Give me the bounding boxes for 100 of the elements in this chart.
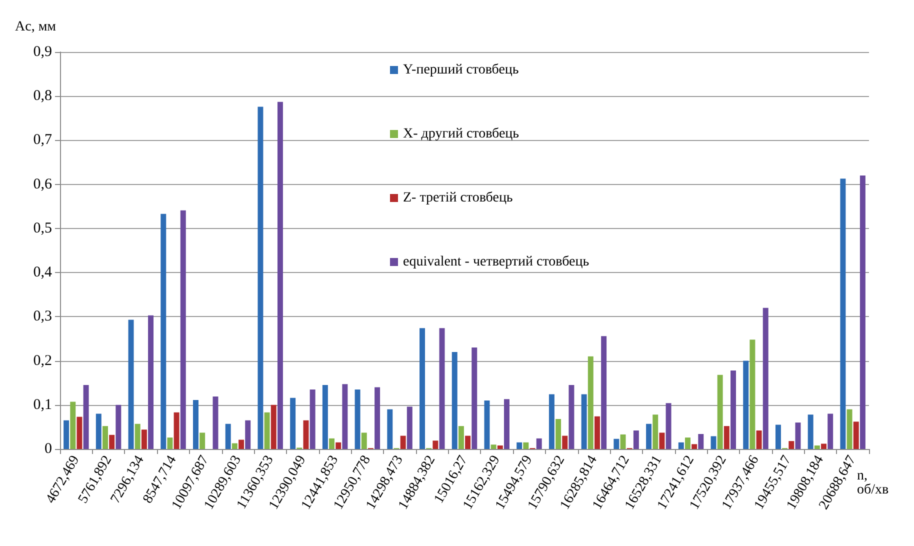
y-tick-label: 0 (44, 441, 52, 457)
bar (290, 398, 296, 449)
x-axis-title: n, об/хв (857, 468, 890, 498)
bar (730, 370, 736, 449)
bar (678, 442, 684, 449)
bar (225, 424, 231, 449)
bar (277, 102, 283, 449)
bar (128, 320, 134, 449)
bar (212, 396, 218, 449)
bar (724, 426, 730, 449)
bar (336, 442, 342, 449)
bar (167, 438, 173, 449)
bar (258, 106, 264, 449)
bar (96, 414, 102, 449)
bar (568, 385, 574, 449)
bar (420, 328, 426, 449)
legend-label: equivalent - четвертий стовбець (403, 254, 590, 270)
bar (387, 409, 393, 449)
bar (750, 340, 756, 449)
bar (400, 436, 406, 449)
bar (310, 389, 316, 449)
bar (652, 414, 658, 449)
bar (458, 426, 464, 449)
y-tick-label: 0,2 (33, 352, 52, 369)
y-tick-label: 0,3 (33, 308, 52, 325)
bar (64, 420, 70, 449)
legend-label: Y-перший стовбець (403, 62, 519, 78)
bar (684, 438, 690, 449)
bar (821, 444, 826, 449)
bar (548, 394, 554, 449)
bar (562, 436, 568, 449)
bar (795, 422, 801, 449)
bar (504, 399, 510, 449)
bar (160, 214, 166, 449)
bar (853, 422, 859, 449)
bar (581, 394, 587, 449)
bar (322, 385, 328, 449)
bar (452, 352, 458, 449)
bar (303, 420, 309, 449)
bar (646, 424, 652, 449)
bar (238, 440, 244, 449)
bar (245, 420, 251, 449)
y-axis-title: Ac, мм (15, 20, 56, 34)
bar (762, 308, 768, 449)
legend-label: X- другий стовбець (403, 126, 520, 142)
bar (775, 424, 781, 449)
bar (134, 424, 140, 449)
bar (439, 328, 445, 449)
bar (814, 445, 820, 449)
bar (264, 412, 270, 449)
bar (465, 436, 471, 449)
bar (329, 438, 335, 449)
bar (756, 430, 762, 449)
bar (174, 412, 180, 449)
bar (743, 360, 749, 449)
bar (490, 444, 496, 449)
y-tick-label: 0,5 (33, 220, 52, 236)
bar (840, 178, 846, 449)
legend-label: Z- третій стовбець (403, 190, 513, 206)
bar (594, 416, 600, 449)
bar (717, 374, 723, 449)
bar (788, 441, 794, 449)
bar (232, 443, 238, 449)
bar (692, 444, 698, 449)
bar (141, 430, 147, 449)
bar (614, 438, 620, 449)
bar (70, 402, 76, 449)
bar (846, 409, 852, 449)
y-tick-label: 0,6 (33, 176, 52, 192)
bar (516, 442, 522, 449)
bar (556, 419, 562, 449)
bar (666, 403, 672, 449)
y-tick-label: 0,4 (33, 264, 52, 281)
bar (860, 176, 866, 449)
bar (588, 356, 594, 449)
y-tick-label: 0,1 (33, 396, 52, 413)
bar (406, 406, 412, 449)
bar (710, 436, 716, 449)
bar (270, 404, 276, 449)
bar (361, 432, 367, 449)
bar (109, 434, 115, 449)
bar (432, 440, 438, 449)
bar (116, 404, 122, 449)
y-tick-label: 0,9 (33, 44, 52, 60)
bar (620, 434, 626, 449)
bar (808, 414, 814, 449)
bar (633, 430, 639, 449)
bar (536, 438, 542, 449)
bar (193, 400, 198, 449)
bar (342, 384, 348, 449)
bar (76, 416, 82, 449)
bar (698, 434, 704, 449)
bar (828, 414, 834, 449)
bar (523, 442, 529, 449)
bar (601, 336, 607, 449)
bar (148, 315, 154, 449)
y-tick-label: 0,8 (33, 88, 52, 104)
bar (472, 348, 478, 449)
bar (354, 389, 360, 449)
bar (180, 210, 186, 449)
